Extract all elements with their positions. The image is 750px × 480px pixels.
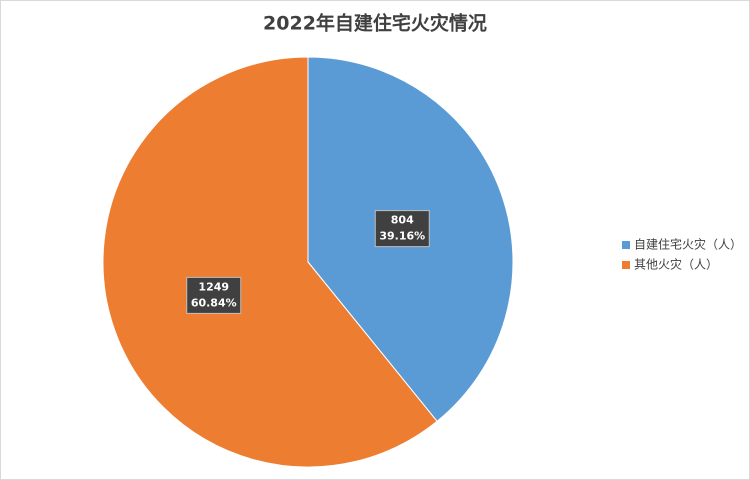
chart-title: 2022年自建住宅火灾情况: [263, 12, 487, 35]
legend-swatch: [622, 261, 630, 269]
legend-label: 其他火灾（人）: [634, 257, 718, 272]
legend-swatch: [622, 241, 630, 249]
data-label-value: 1249: [198, 280, 229, 293]
pie-slice: [102, 56, 438, 468]
data-label-box: [186, 276, 242, 314]
data-label-box: [374, 210, 430, 248]
data-label-percent: 39.16%: [379, 230, 425, 243]
data-label-value: 804: [391, 214, 414, 227]
data-label-percent: 60.84%: [191, 296, 237, 309]
legend-label: 自建住宅火灾（人）: [634, 237, 742, 252]
